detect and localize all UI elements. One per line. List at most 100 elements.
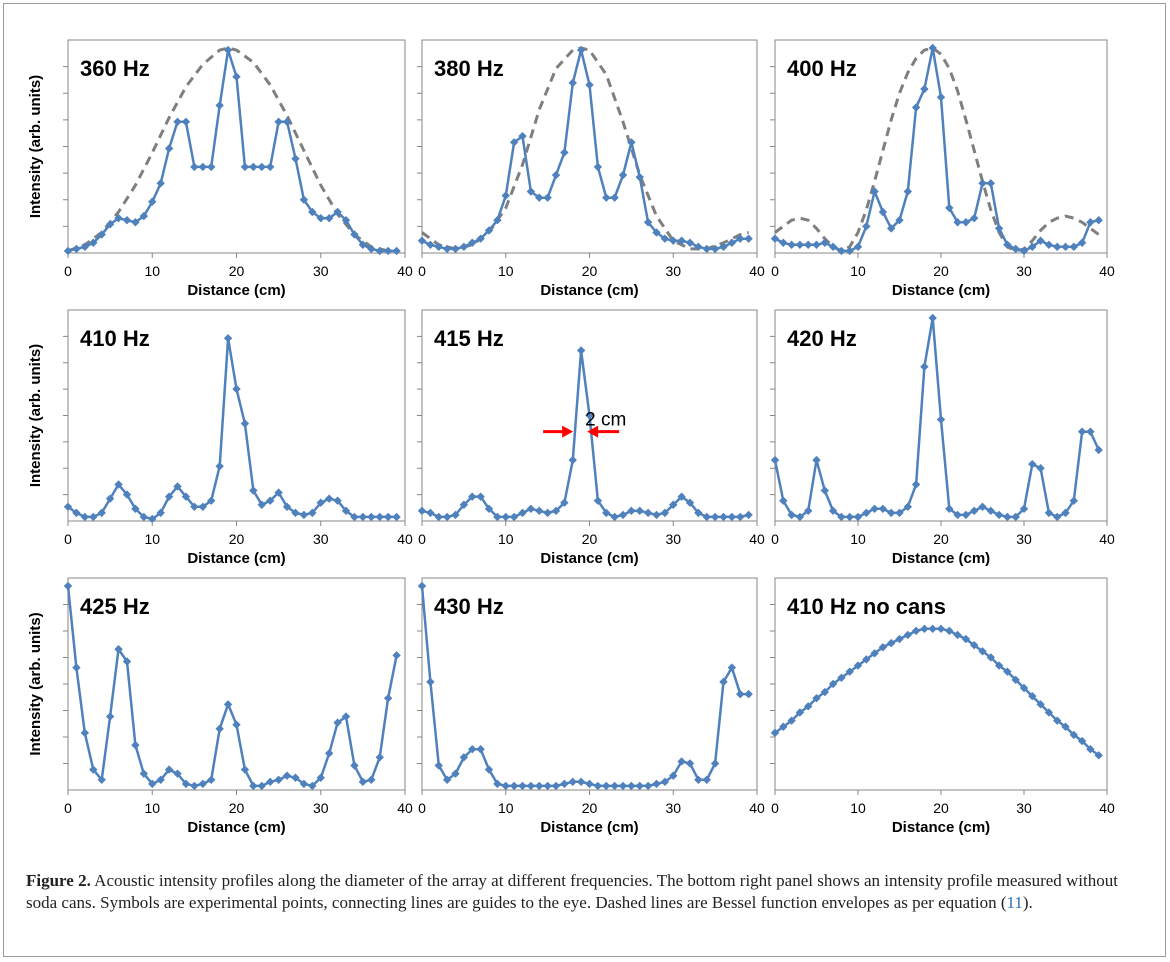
data-point — [1019, 246, 1029, 256]
data-point — [551, 781, 561, 791]
data-point — [677, 757, 686, 766]
x-tick-label: 20 — [229, 800, 245, 816]
x-tick-label: 20 — [582, 800, 598, 816]
data-point — [181, 117, 191, 126]
data-point — [509, 138, 519, 147]
data-point — [911, 626, 921, 636]
x-tick-label: 40 — [1099, 263, 1115, 279]
data-point — [986, 506, 995, 516]
x-tick-label: 0 — [418, 531, 426, 547]
data-point — [215, 724, 224, 733]
data-point — [1044, 708, 1054, 717]
x-axis-label: Distance (cm) — [187, 282, 285, 299]
data-point — [215, 461, 224, 471]
data-point — [585, 779, 594, 789]
data-point — [417, 236, 427, 245]
data-point — [198, 779, 207, 789]
data-point — [156, 508, 165, 518]
caption-text-end: ). — [1022, 893, 1033, 912]
data-point — [878, 504, 888, 514]
data-point — [105, 494, 115, 503]
data-point — [812, 694, 821, 703]
data-point — [122, 216, 132, 225]
data-point — [1069, 242, 1078, 252]
data-point — [978, 647, 987, 656]
data-point — [80, 242, 90, 252]
data-point — [392, 651, 401, 660]
data-point — [576, 346, 586, 355]
panel-title: 400 Hz — [787, 56, 857, 81]
data-point — [190, 162, 199, 172]
data-point — [787, 510, 796, 520]
data-point — [181, 779, 191, 789]
plot-area — [67, 309, 406, 522]
data-point — [459, 500, 469, 509]
data-point — [961, 510, 971, 520]
x-axis-label: Distance (cm) — [892, 550, 990, 567]
data-point — [1053, 716, 1062, 725]
data-point — [652, 510, 661, 520]
data-point — [820, 687, 829, 697]
data-point — [787, 240, 796, 249]
data-point — [710, 759, 720, 768]
data-point — [928, 624, 937, 634]
data-point — [274, 775, 283, 784]
data-point — [232, 720, 241, 729]
data-point — [240, 162, 250, 172]
data-point — [911, 103, 921, 112]
data-point — [468, 492, 477, 501]
data-point — [1044, 240, 1054, 249]
equation-reference-link[interactable]: 11 — [1006, 893, 1023, 912]
data-point — [1094, 751, 1103, 760]
data-point — [114, 213, 123, 223]
data-point — [804, 702, 813, 711]
x-tick-label: 0 — [64, 800, 72, 816]
data-point — [493, 216, 502, 225]
data-point — [978, 179, 987, 188]
data-point — [131, 740, 140, 750]
data-point — [181, 492, 191, 501]
x-tick-label: 10 — [144, 263, 160, 279]
data-point — [853, 242, 863, 252]
data-point — [105, 712, 115, 721]
data-point — [903, 187, 912, 196]
x-tick-label: 0 — [771, 531, 779, 547]
data-point — [156, 775, 165, 784]
x-tick-label: 40 — [749, 800, 765, 816]
data-point — [282, 771, 292, 780]
panel-title: 360 Hz — [80, 56, 150, 81]
data-point — [812, 455, 821, 465]
data-point — [392, 512, 401, 522]
data-point — [870, 649, 879, 658]
data-point — [232, 384, 241, 394]
data-point — [308, 508, 317, 518]
x-tick-label: 10 — [850, 800, 866, 816]
data-point — [685, 759, 695, 768]
data-point — [643, 508, 653, 518]
data-point — [1094, 216, 1103, 225]
data-point — [744, 234, 753, 243]
arrow-right — [543, 425, 574, 438]
x-tick-label: 40 — [1099, 531, 1115, 547]
plot-area — [774, 39, 1108, 254]
data-point — [266, 162, 275, 172]
data-point — [853, 512, 863, 522]
data-point — [627, 138, 636, 147]
x-tick-label: 30 — [665, 531, 681, 547]
annotation-label: 2 cm — [585, 410, 626, 431]
data-point — [333, 718, 342, 727]
data-point — [299, 779, 309, 789]
data-point — [652, 779, 661, 789]
data-point — [291, 773, 300, 782]
data-point — [367, 244, 376, 254]
data-point — [274, 117, 283, 126]
data-point — [72, 663, 81, 672]
data-point — [593, 162, 603, 172]
data-point — [837, 512, 846, 522]
data-point — [953, 630, 962, 640]
data-point — [72, 508, 81, 518]
data-point — [426, 240, 435, 249]
data-point — [585, 411, 594, 420]
data-point — [434, 242, 443, 252]
